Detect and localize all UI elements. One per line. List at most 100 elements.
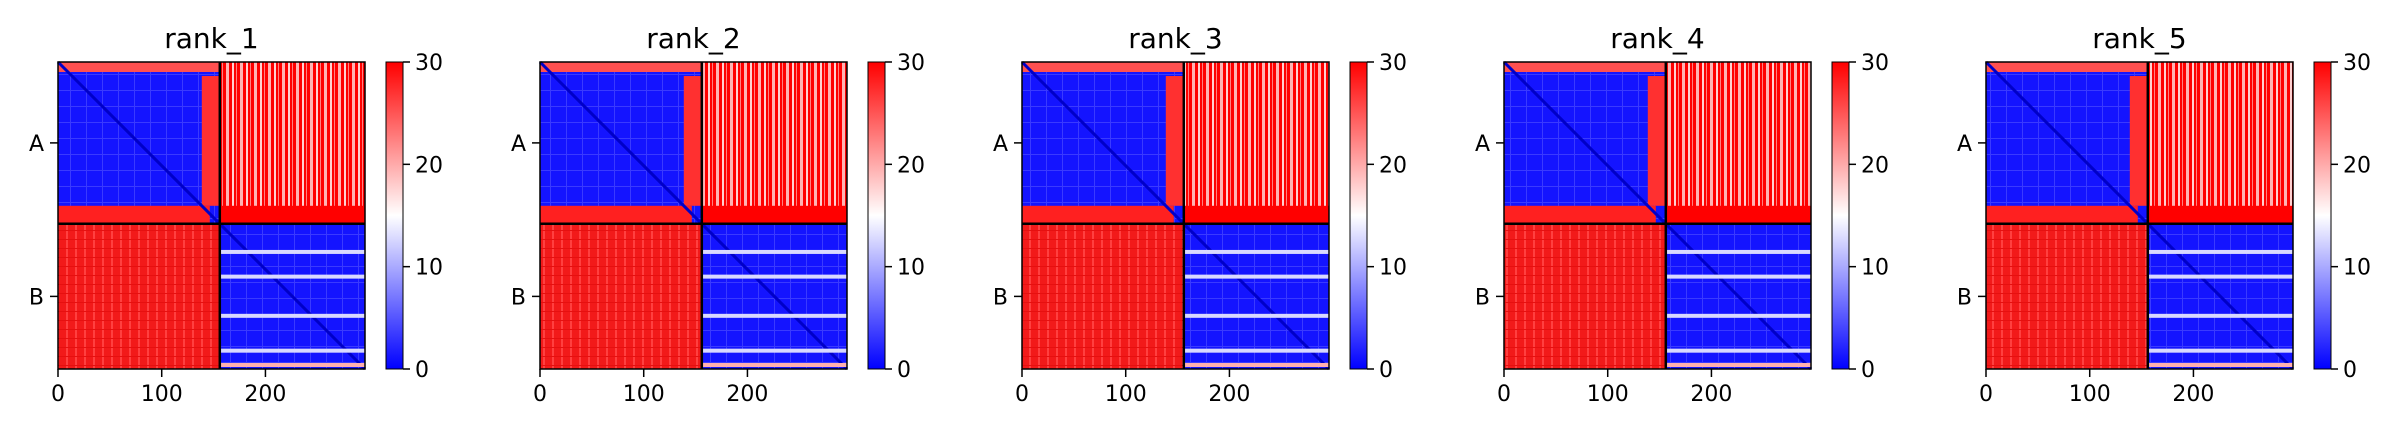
- block-A-A-right-edge: [201, 76, 220, 206]
- band-B-0: [1665, 249, 1811, 254]
- block-A-A-right-edge: [683, 76, 702, 206]
- block-A-B: [701, 62, 847, 224]
- panel-title: rank_3: [1128, 22, 1222, 55]
- diagonal-B: [218, 222, 367, 371]
- block-A-A-edge: [1986, 205, 2138, 224]
- x-tick-label: 200: [726, 382, 768, 407]
- colorbar-tick-label: 20: [1861, 153, 1889, 178]
- colorbar-tick-label: 20: [897, 153, 925, 178]
- diagonal-A: [1502, 60, 1667, 225]
- block-A-A-top-edge: [1986, 62, 2148, 72]
- band-B-3: [219, 348, 365, 353]
- band-B-1: [1665, 274, 1811, 279]
- band-B-bottom: [1665, 363, 1811, 367]
- x-tick-label: 100: [623, 382, 665, 407]
- x-tick-label: 100: [1105, 382, 1147, 407]
- axes-frame: [1985, 61, 2294, 370]
- band-B-0: [701, 249, 847, 254]
- diagonal-A: [1984, 60, 2149, 225]
- panel-title: rank_2: [646, 22, 740, 55]
- block-A-B: [1665, 62, 1811, 224]
- y-tick-label-A: A: [1475, 132, 1490, 157]
- colorbar-tick-label: 0: [897, 358, 911, 383]
- band-B-2: [1183, 313, 1329, 318]
- colorbar-tick-label: 30: [415, 51, 443, 76]
- block-A-B-edge: [219, 205, 365, 224]
- block-A-A-top-edge: [1022, 62, 1184, 72]
- colorbar: [1349, 61, 1368, 370]
- y-tick-label-B: B: [993, 285, 1008, 310]
- x-tick-label: 200: [1690, 382, 1732, 407]
- block-A-A-right-edge: [2129, 76, 2148, 206]
- x-tick-label: 0: [533, 382, 547, 407]
- band-B-1: [2147, 274, 2293, 279]
- band-B-0: [2147, 249, 2293, 254]
- band-B-bottom: [2147, 363, 2293, 367]
- band-B-1: [1183, 274, 1329, 279]
- block-B-A: [1986, 223, 2148, 369]
- x-tick-label: 0: [1979, 382, 1993, 407]
- diagonal-B: [1182, 222, 1331, 371]
- colorbar-tick-label: 10: [2343, 256, 2371, 281]
- x-tick-label: 100: [1587, 382, 1629, 407]
- colorbar-tick-label: 30: [2343, 51, 2371, 76]
- y-tick-label-B: B: [1957, 285, 1972, 310]
- colorbar-tick-label: 0: [1861, 358, 1875, 383]
- panel-title: rank_1: [164, 22, 258, 55]
- panel-title: rank_5: [2092, 22, 2186, 55]
- colorbar-tick-label: 0: [1379, 358, 1393, 383]
- block-A-B-edge: [1665, 205, 1811, 224]
- diagonal-B: [700, 222, 849, 371]
- colorbar-tick-label: 20: [1379, 153, 1407, 178]
- x-tick-label: 200: [2172, 382, 2214, 407]
- x-tick-label: 0: [1015, 382, 1029, 407]
- colorbar: [1831, 61, 1850, 370]
- heatmap-panel-2: rank_2 A B 0 100 200 0 10 20 30: [511, 22, 925, 407]
- colorbar-tick-label: 10: [897, 256, 925, 281]
- colorbar-tick-label: 0: [415, 358, 429, 383]
- x-tick-label: 100: [141, 382, 183, 407]
- diagonal-A: [1020, 60, 1185, 225]
- x-tick-label: 200: [244, 382, 286, 407]
- band-B-3: [2147, 348, 2293, 353]
- block-A-A-edge: [1504, 205, 1656, 224]
- colorbar-tick-label: 10: [415, 256, 443, 281]
- band-B-bottom: [219, 363, 365, 367]
- block-B-A: [1504, 223, 1666, 369]
- x-tick-label: 0: [51, 382, 65, 407]
- band-B-0: [1183, 249, 1329, 254]
- block-A-B-edge: [1183, 205, 1329, 224]
- diagonal-A: [56, 60, 221, 225]
- band-B-0: [219, 249, 365, 254]
- diagonal-B: [2146, 222, 2295, 371]
- block-A-A-top-edge: [540, 62, 702, 72]
- colorbar-tick-label: 20: [2343, 153, 2371, 178]
- block-A-B-edge: [2147, 205, 2293, 224]
- diagonal-A: [538, 60, 703, 225]
- colorbar: [385, 61, 404, 370]
- heatmap-panel-1: rank_1 A B 0 100 200 0 10 20 30: [29, 22, 443, 407]
- block-A-B: [2147, 62, 2293, 224]
- y-tick-label-A: A: [29, 132, 44, 157]
- axes-frame: [539, 61, 848, 370]
- colorbar-tick-label: 10: [1379, 256, 1407, 281]
- band-B-2: [701, 313, 847, 318]
- axes-frame: [1503, 61, 1812, 370]
- diagonal-B: [1664, 222, 1813, 371]
- heatmap-panel-5: rank_5 A B 0 100 200 0 10 20 30: [1957, 22, 2371, 407]
- block-A-A-top-edge: [58, 62, 220, 72]
- x-tick-label: 100: [2069, 382, 2111, 407]
- colorbar-tick-label: 20: [415, 153, 443, 178]
- y-tick-label-B: B: [29, 285, 44, 310]
- heatmap-panel-3: rank_3 A B 0 100 200 0 10 20 30: [993, 22, 1407, 407]
- axes-frame: [1021, 61, 1330, 370]
- block-A-A-edge: [58, 205, 210, 224]
- block-B-A: [1022, 223, 1184, 369]
- axes-frame: [57, 61, 366, 370]
- heatmap-panel-4: rank_4 A B 0 100 200 0 10 20 30: [1475, 22, 1889, 407]
- x-tick-label: 200: [1208, 382, 1250, 407]
- colorbar-tick-label: 30: [1379, 51, 1407, 76]
- block-A-A-top-edge: [1504, 62, 1666, 72]
- band-B-1: [701, 274, 847, 279]
- block-A-A-right-edge: [1647, 76, 1666, 206]
